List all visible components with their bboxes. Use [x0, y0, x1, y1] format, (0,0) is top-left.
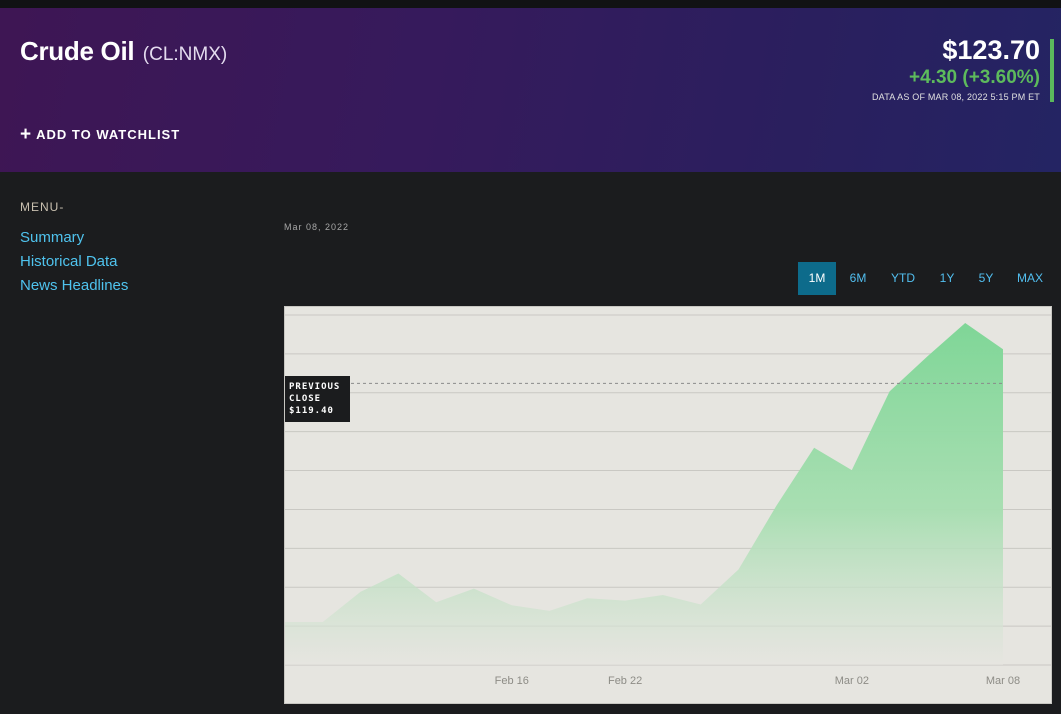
- range-button-1m[interactable]: 1M: [798, 262, 836, 295]
- instrument-symbol: (CL:NMX): [142, 44, 228, 65]
- range-button-max[interactable]: MAX: [1016, 271, 1043, 285]
- x-tick-label: Mar 02: [835, 675, 869, 687]
- x-tick-label: Feb 16: [495, 675, 529, 687]
- previous-close-label-line1: PREVIOUS: [289, 382, 341, 392]
- instrument-name: Crude Oil: [20, 36, 135, 66]
- range-button-6m[interactable]: 6M: [849, 271, 867, 285]
- side-menu: MENU- Summary Historical Data News Headl…: [20, 200, 128, 298]
- price-area: [285, 323, 1003, 665]
- range-selector: 1M 6M YTD 1Y 5Y MAX: [798, 262, 1056, 295]
- quote-summary: $123.70 +4.30 (+3.60%) DATA AS OF MAR 08…: [871, 34, 1054, 102]
- price-change: +4.30 (+3.60%): [909, 67, 1040, 88]
- menu-label: MENU-: [20, 200, 65, 214]
- range-button-5y[interactable]: 5Y: [978, 271, 994, 285]
- plus-icon: +: [20, 124, 33, 145]
- change-indicator-bar: [1050, 39, 1054, 102]
- previous-close-label-line2: CLOSE: [289, 394, 322, 404]
- menu-item-news-headlines[interactable]: News Headlines: [20, 277, 129, 294]
- top-strip: [0, 0, 1061, 8]
- price-chart: Feb 16 Feb 22 Mar 02 Mar 08: [284, 306, 1052, 704]
- range-button-1y[interactable]: 1Y: [939, 271, 955, 285]
- x-tick-label: Feb 22: [608, 675, 642, 687]
- data-timestamp: DATA AS OF MAR 08, 2022 5:15 PM ET: [871, 92, 1040, 102]
- previous-close-value: $119.40: [289, 406, 334, 416]
- price-chart-svg: Feb 16 Feb 22 Mar 02 Mar 08: [285, 314, 1051, 687]
- x-tick-label: Mar 08: [986, 675, 1020, 687]
- quote-header: Crude Oil (CL:NMX) + ADD TO WATCHLIST $12…: [0, 8, 1061, 172]
- add-to-watchlist-button[interactable]: + ADD TO WATCHLIST: [20, 123, 180, 145]
- add-to-watchlist-label: ADD TO WATCHLIST: [36, 127, 181, 142]
- instrument-title: Crude Oil (CL:NMX): [20, 36, 227, 67]
- menu-item-summary[interactable]: Summary: [20, 229, 85, 246]
- chart-date: Mar 08, 2022: [284, 222, 350, 232]
- last-price: $123.70: [942, 35, 1040, 65]
- range-button-ytd[interactable]: YTD: [891, 271, 915, 285]
- previous-close-label: PREVIOUS CLOSE $119.40: [285, 376, 350, 422]
- menu-item-historical-data[interactable]: Historical Data: [20, 253, 118, 270]
